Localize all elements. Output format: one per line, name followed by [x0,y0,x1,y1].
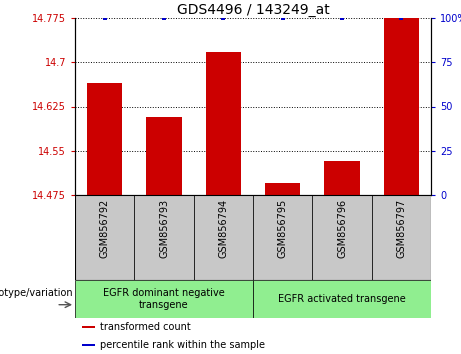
Text: genotype/variation: genotype/variation [0,288,73,298]
Bar [253,195,313,280]
Bar [87,83,123,195]
Bar [253,280,431,318]
Bar [324,161,360,195]
Text: GSM856795: GSM856795 [278,199,288,258]
Point [219,15,227,21]
Point [279,15,286,21]
Bar [384,18,419,195]
Bar [206,52,241,195]
Title: GDS4496 / 143249_at: GDS4496 / 143249_at [177,3,329,17]
Bar [82,344,95,346]
Text: GSM856796: GSM856796 [337,199,347,258]
Bar [146,116,182,195]
Bar [75,280,253,318]
Text: GSM856793: GSM856793 [159,199,169,258]
Bar [134,195,194,280]
Text: percentile rank within the sample: percentile rank within the sample [100,340,265,350]
Point [338,15,346,21]
Bar [75,195,134,280]
Text: EGFR activated transgene: EGFR activated transgene [278,294,406,304]
Point [160,15,168,21]
Bar [194,195,253,280]
Bar [372,195,431,280]
Text: GSM856797: GSM856797 [396,199,406,258]
Point [398,15,405,21]
Text: transformed count: transformed count [100,322,191,332]
Text: EGFR dominant negative
transgene: EGFR dominant negative transgene [103,288,225,310]
Text: GSM856792: GSM856792 [100,199,110,258]
Point [101,15,108,21]
Bar [313,195,372,280]
Text: GSM856794: GSM856794 [219,199,228,258]
Bar [82,326,95,328]
Bar [265,183,301,195]
